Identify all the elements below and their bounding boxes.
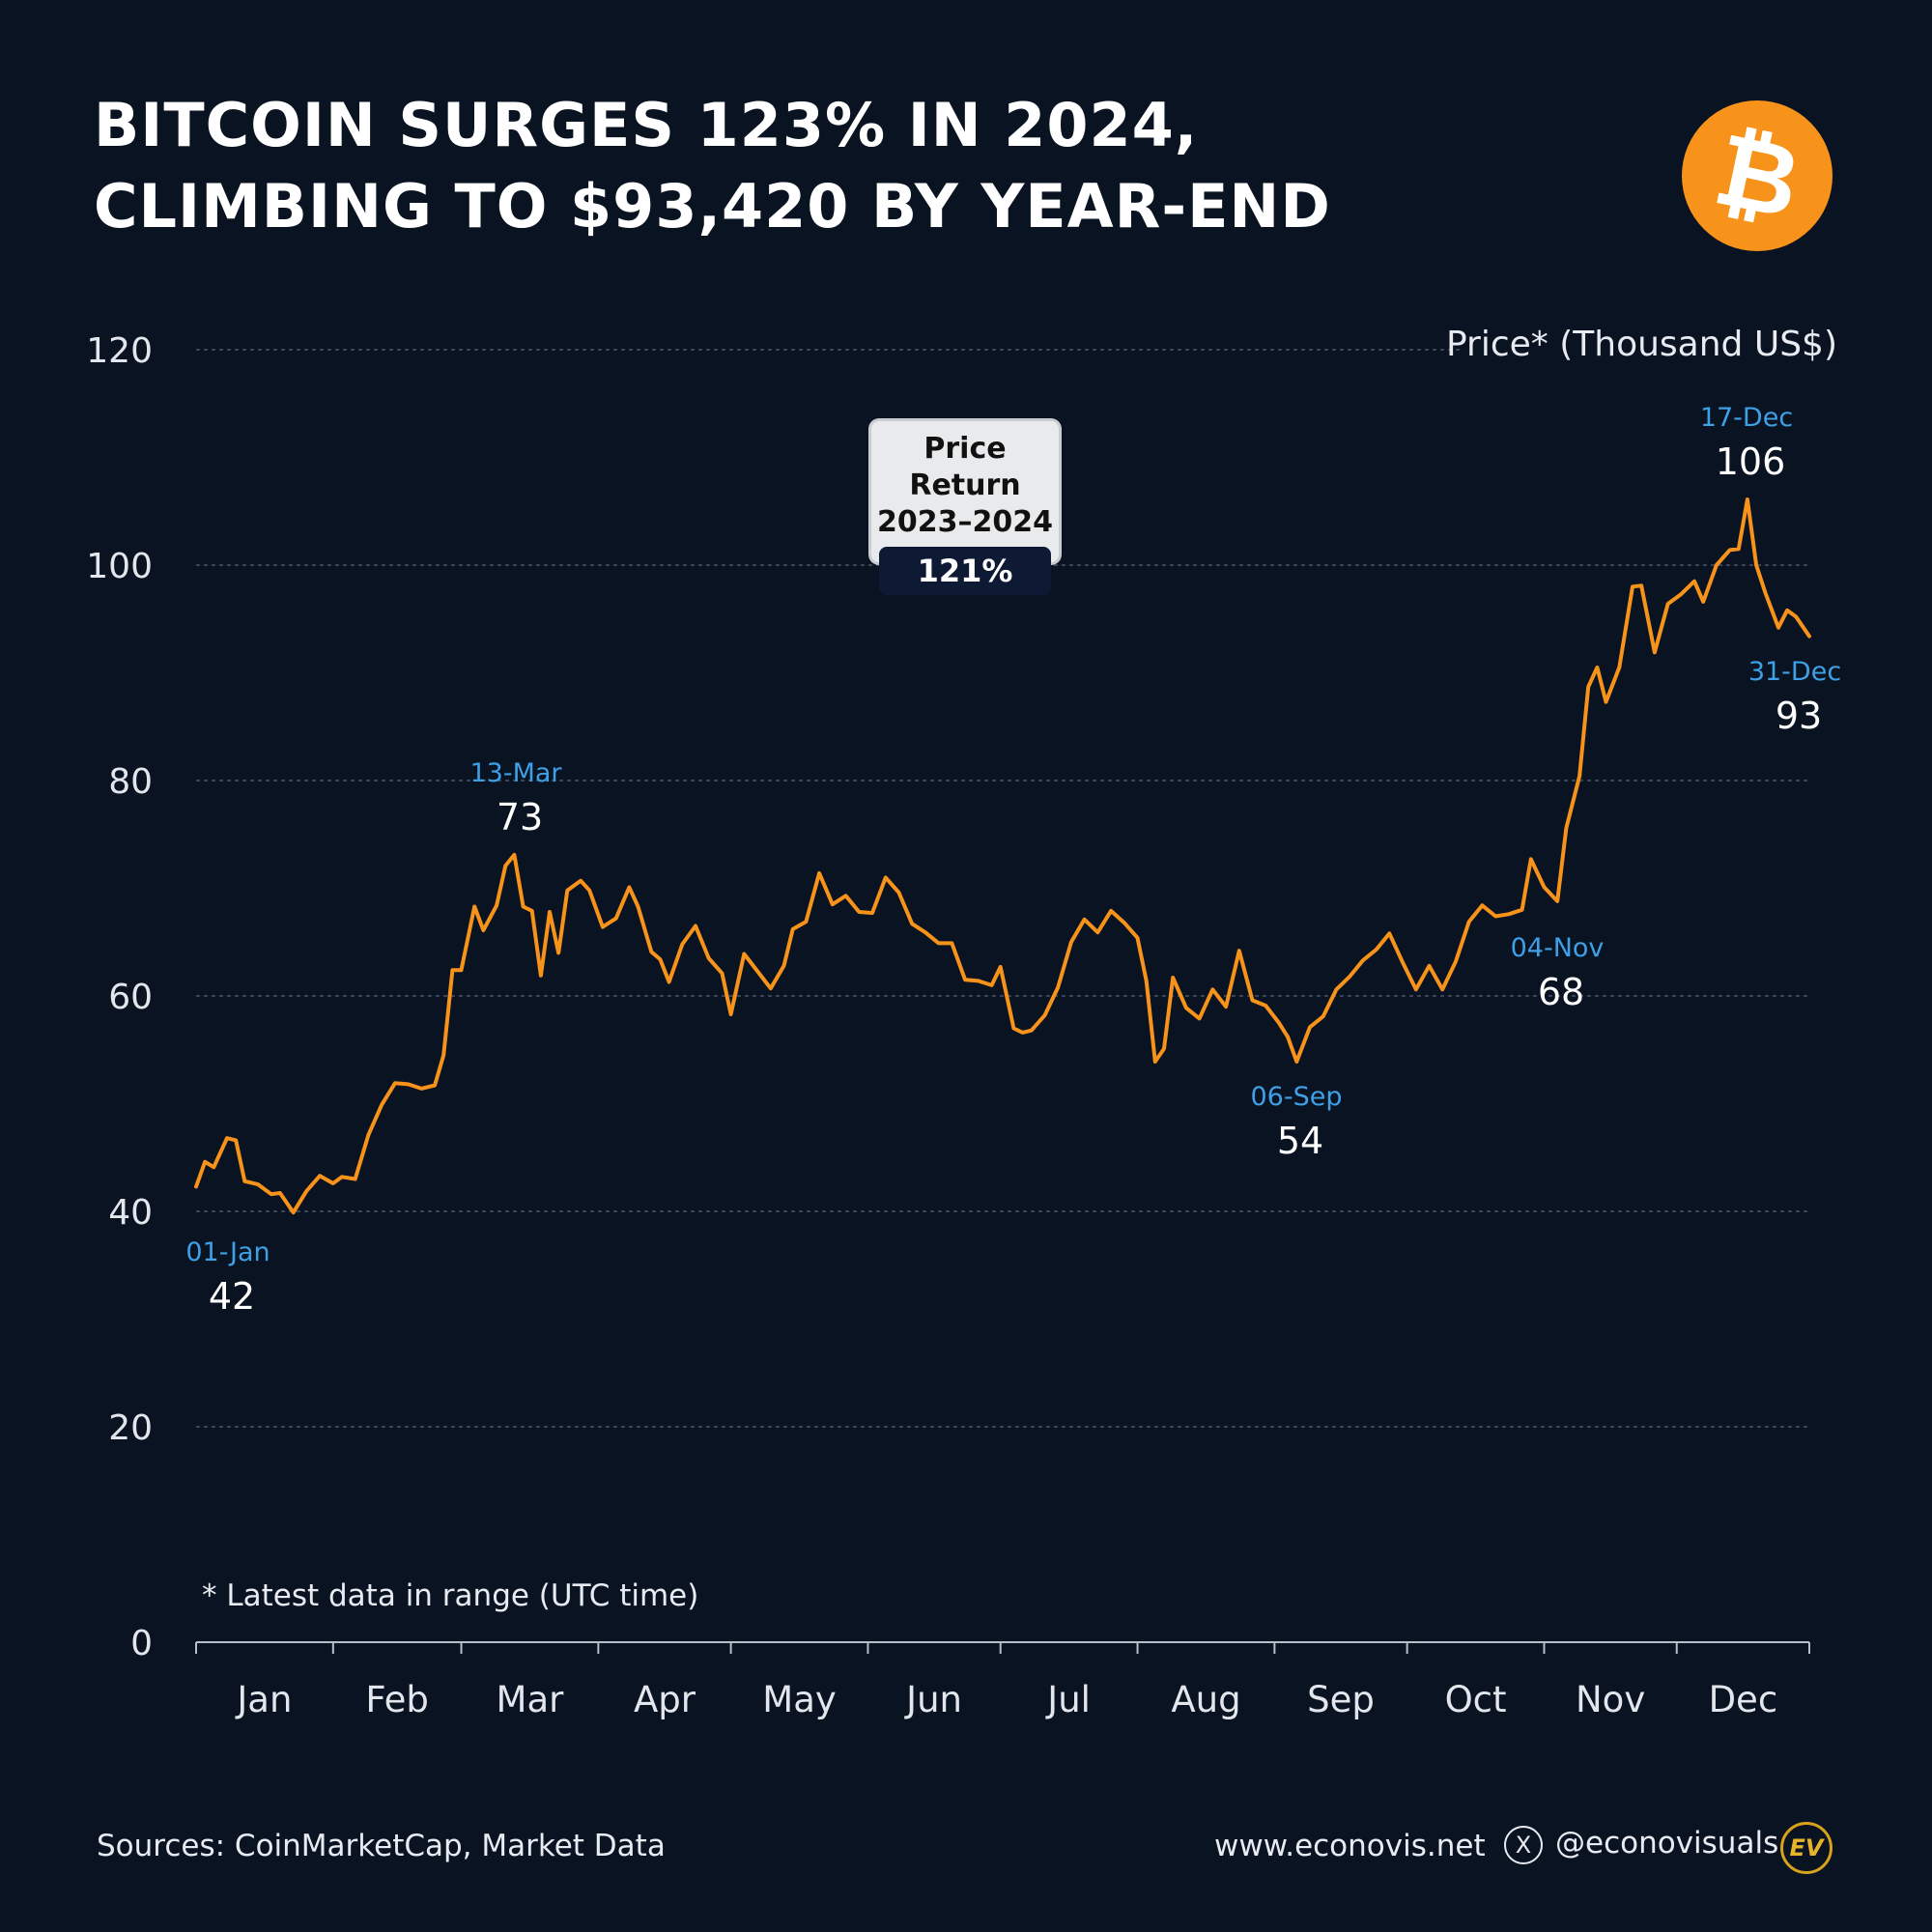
- price-return-value: 121%: [879, 547, 1051, 595]
- price-return-label-1: Price Return: [909, 432, 1021, 502]
- price-series-line: [194, 497, 1811, 1215]
- x-tick-label: Jan: [235, 1679, 292, 1720]
- x-tick-label: May: [762, 1679, 837, 1720]
- annotation-date: 17-Dec: [1700, 403, 1793, 433]
- annotation-value: 54: [1277, 1120, 1323, 1162]
- x-tick-label: Apr: [634, 1679, 696, 1720]
- y-tick-label: 100: [86, 547, 153, 586]
- title-line-1: BITCOIN SURGES 123% IN 2024,: [94, 90, 1199, 160]
- x-tick-label: Jun: [904, 1679, 962, 1720]
- annotation-value: 106: [1716, 440, 1786, 483]
- x-tick-label: Oct: [1445, 1679, 1507, 1720]
- y-axis-ticks: 0 20 40 60 80 100 120: [86, 331, 153, 1663]
- annotations: 01-Jan 42 13-Mar 73 06-Sep 54 04-Nov 68 17-Dec 10…: [185, 403, 1841, 1318]
- y-tick-label: 0: [130, 1624, 153, 1663]
- price-return-box: Price Return 2023–2024 121%: [871, 421, 1059, 595]
- y-axis-label: Price* (Thousand US$): [1445, 325, 1837, 364]
- annotation-value: 73: [497, 796, 543, 838]
- y-tick-label: 40: [108, 1193, 153, 1233]
- annotation-date: 31-Dec: [1748, 657, 1841, 687]
- x-tick-label: Dec: [1709, 1679, 1778, 1720]
- annotation-value: 42: [209, 1275, 255, 1318]
- x-axis: Jan Feb Mar Apr May Jun Jul Aug Sep Oct Nov Dec: [195, 1641, 1810, 1720]
- x-tick-label: Mar: [497, 1679, 565, 1720]
- social-handle[interactable]: @econovisuals: [1555, 1826, 1779, 1861]
- title-line-2: CLIMBING TO $93,420 BY YEAR-END: [94, 171, 1331, 242]
- annotation-value: 68: [1538, 971, 1584, 1013]
- annotation-date: 01-Jan: [185, 1237, 270, 1267]
- y-tick-label: 80: [108, 762, 153, 802]
- y-tick-label: 120: [86, 331, 153, 371]
- annotation-date: 13-Mar: [469, 758, 562, 788]
- x-tick-label: Jul: [1045, 1679, 1091, 1720]
- annotation-date: 04-Nov: [1511, 933, 1605, 963]
- chart-title: BITCOIN SURGES 123% IN 2024, CLIMBING TO…: [94, 85, 1331, 247]
- bitcoin-logo-icon: ₿: [1682, 100, 1833, 251]
- x-logo-icon[interactable]: X: [1504, 1826, 1543, 1864]
- y-tick-label: 20: [108, 1408, 153, 1448]
- x-tick-label: Nov: [1576, 1679, 1645, 1720]
- price-return-label-2: 2023–2024: [877, 505, 1053, 539]
- econovis-logo-icon: EV: [1780, 1822, 1833, 1874]
- sources-text: Sources: CoinMarketCap, Market Data: [97, 1829, 666, 1863]
- x-tick-label: Feb: [365, 1679, 429, 1720]
- footnote: * Latest data in range (UTC time): [202, 1578, 699, 1613]
- y-tick-label: 60: [108, 978, 153, 1017]
- annotation-value: 93: [1776, 695, 1822, 737]
- x-tick-label: Aug: [1171, 1679, 1240, 1720]
- annotation-date: 06-Sep: [1251, 1082, 1343, 1112]
- website-link[interactable]: www.econovis.net: [1214, 1829, 1486, 1863]
- x-tick-label: Sep: [1307, 1679, 1375, 1720]
